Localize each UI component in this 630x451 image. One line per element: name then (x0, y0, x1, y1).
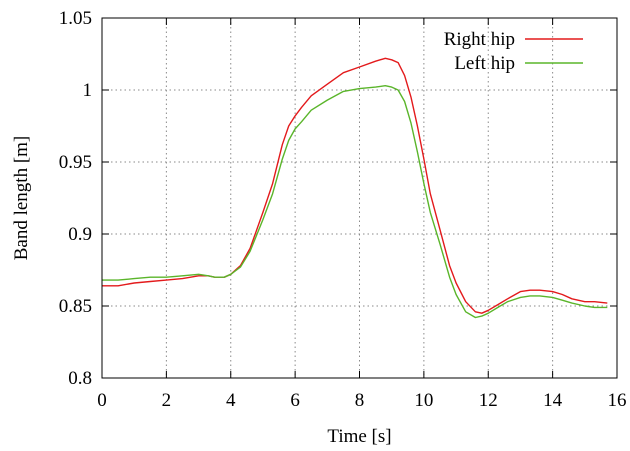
grid (102, 18, 617, 378)
x-tick-label: 8 (355, 390, 365, 411)
series-line-left-hip (102, 84, 608, 319)
y-axis-label: Band length [m] (11, 136, 32, 261)
x-tick-label: 10 (414, 390, 433, 411)
y-tick-label: 0.8 (68, 368, 92, 389)
legend: Right hip Left hip (444, 29, 583, 74)
y-tick-label: 0.95 (59, 152, 92, 173)
y-tick-label: 1.05 (59, 8, 92, 29)
x-axis-label: Time [s] (327, 426, 391, 447)
x-tick-label: 0 (97, 390, 107, 411)
legend-label: Right hip (444, 29, 515, 50)
y-tick-label: 1 (83, 80, 93, 101)
axis-ticks: 0 2 4 6 8 10 12 14 16 0.8 0.85 0.9 0.95 1 1.05 (59, 8, 627, 411)
legend-label: Left hip (454, 53, 515, 74)
x-tick-label: 14 (543, 390, 563, 411)
x-tick-label: 4 (226, 390, 236, 411)
series-lines (102, 57, 608, 319)
series-line-right-hip (102, 57, 608, 314)
x-tick-label: 12 (479, 390, 498, 411)
x-tick-label: 6 (290, 390, 300, 411)
x-tick-label: 2 (162, 390, 172, 411)
y-tick-label: 0.85 (59, 296, 92, 317)
x-tick-label: 16 (608, 390, 627, 411)
y-tick-label: 0.9 (68, 224, 92, 245)
